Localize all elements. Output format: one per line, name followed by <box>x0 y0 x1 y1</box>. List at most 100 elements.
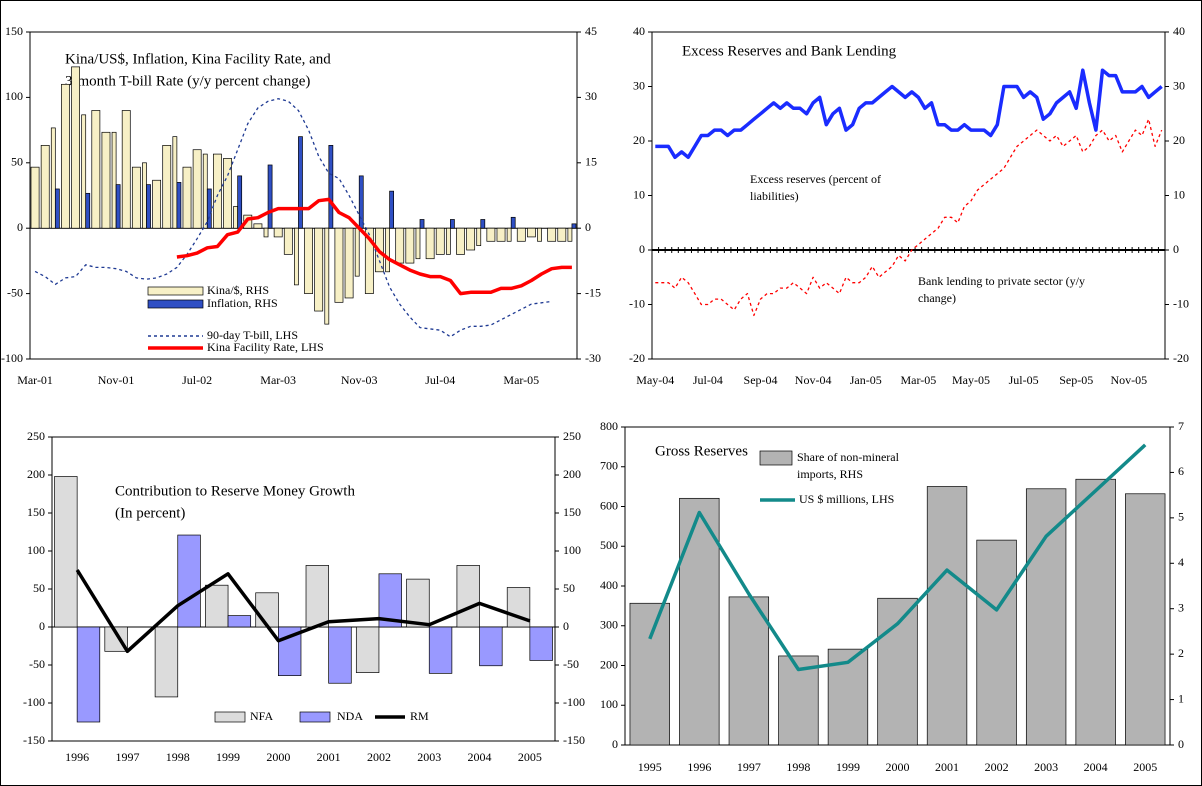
y-tick-label: 10 <box>633 187 645 201</box>
bar <box>121 110 131 229</box>
bar <box>54 188 60 229</box>
x-tick-label: 1998 <box>166 750 190 764</box>
y2-tick-label: 2 <box>1178 646 1184 660</box>
bar <box>283 227 293 255</box>
chart-title: 3-month T-bill Rate (y/y percent change) <box>65 73 310 89</box>
bar <box>54 476 78 628</box>
bar <box>355 626 380 673</box>
x-tick-label: May-05 <box>952 373 990 387</box>
chart-title: Kina/US$, Inflation, Kina Facility Rate,… <box>65 51 331 67</box>
bar <box>334 227 344 303</box>
bar <box>395 227 405 264</box>
y2-tick-label: -100 <box>563 695 585 709</box>
y-tick-label: 100 <box>5 89 23 103</box>
x-tick-label: Sep-05 <box>1059 373 1093 387</box>
y2-tick-label: 0 <box>585 220 591 234</box>
chart-title: Gross Reserves <box>655 443 748 459</box>
bar <box>182 166 192 229</box>
bar <box>328 626 352 684</box>
bar <box>115 184 121 229</box>
x-tick-label: 1996 <box>65 750 89 764</box>
bar <box>267 164 273 229</box>
legend-label: Bank lending to private sector (y/y <box>918 274 1085 288</box>
y2-tick-label: 4 <box>1178 555 1184 569</box>
bar <box>177 534 201 628</box>
bar <box>547 227 557 242</box>
legend-label: Share of non-mineral <box>797 450 900 464</box>
legend-label: 90-day T-bill, LHS <box>207 328 298 342</box>
bar <box>255 592 279 628</box>
y2-tick-label: 5 <box>1178 510 1184 524</box>
legend-label: change) <box>918 291 956 305</box>
chart-title: Contribution to Reserve Money Growth <box>115 483 355 499</box>
bar <box>298 136 303 229</box>
y2-tick-label: 0 <box>563 619 569 633</box>
bar <box>172 136 178 229</box>
legend-swatch <box>147 299 204 309</box>
y2-tick-label: 3 <box>1178 600 1184 614</box>
x-tick-label: 2004 <box>1084 760 1108 774</box>
bar <box>354 227 360 277</box>
bar <box>202 153 208 229</box>
y2-tick-label: 0 <box>1178 737 1184 751</box>
bar <box>405 227 415 264</box>
bar <box>152 179 162 229</box>
bar <box>40 145 50 229</box>
bar <box>445 227 451 255</box>
y-tick-label: 50 <box>11 155 23 169</box>
bar <box>389 190 395 229</box>
y-tick-label: 800 <box>600 419 618 433</box>
y-tick-label: 300 <box>600 618 618 632</box>
bar <box>629 602 670 746</box>
y-tick-label: 50 <box>33 581 45 595</box>
x-tick-label: 2003 <box>417 750 441 764</box>
bar <box>728 596 770 746</box>
y-tick-label: 40 <box>633 24 645 38</box>
x-tick-label: Jul-04 <box>693 373 723 387</box>
y-tick-label: 0 <box>39 619 45 633</box>
x-tick-label: Nov-05 <box>1110 373 1147 387</box>
y2-tick-label: 50 <box>563 581 575 595</box>
bar <box>456 227 465 255</box>
x-tick-label: 1997 <box>737 760 761 774</box>
bar <box>223 158 232 229</box>
x-tick-label: 2002 <box>985 760 1009 774</box>
y2-tick-label: 200 <box>563 467 581 481</box>
bar <box>486 227 496 242</box>
bar <box>76 626 101 723</box>
bar <box>406 578 430 628</box>
series-line <box>655 118 1163 317</box>
bar <box>428 626 453 674</box>
bar <box>176 182 182 229</box>
bar <box>344 227 354 299</box>
series-line <box>655 68 1163 160</box>
y-tick-label: 150 <box>5 24 23 38</box>
bar <box>192 149 202 229</box>
x-tick-label: Nov-04 <box>795 373 832 387</box>
chart-title: (In percent) <box>115 505 185 521</box>
legend-label: Kina Facility Rate, LHS <box>207 340 324 354</box>
bar <box>679 497 720 746</box>
legend-label: Inflation, RHS <box>207 296 278 310</box>
bar <box>926 486 968 746</box>
bar <box>976 539 1017 746</box>
x-tick-label: Jan-05 <box>850 373 882 387</box>
y-tick-label: -10 <box>629 296 645 310</box>
bar <box>101 131 111 229</box>
y-tick-label: -50 <box>29 657 45 671</box>
x-tick-label: Jul-04 <box>425 373 455 387</box>
bar <box>294 227 299 286</box>
bar <box>162 145 172 229</box>
chart-title: Excess Reserves and Bank Lending <box>682 43 897 59</box>
bar <box>205 584 229 628</box>
series-line <box>34 98 552 338</box>
x-tick-label: 2001 <box>317 750 341 764</box>
bar <box>419 219 425 229</box>
x-tick-label: 2005 <box>1133 760 1157 774</box>
bar <box>263 227 269 238</box>
y-tick-label: 500 <box>600 538 618 552</box>
series-line <box>176 197 572 296</box>
y2-tick-label: -30 <box>585 351 601 365</box>
y-tick-label: -100 <box>1 351 23 365</box>
x-tick-label: Mar-03 <box>260 373 296 387</box>
